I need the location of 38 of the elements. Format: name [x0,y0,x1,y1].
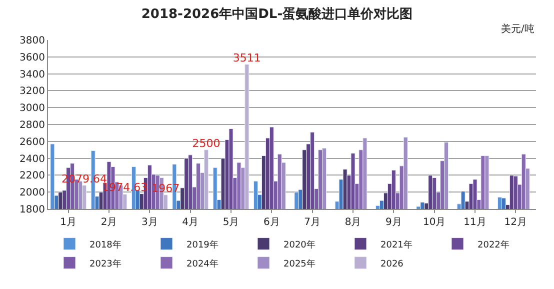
x-tick-label: 2月 [100,217,118,228]
legend-label: 2026 [380,259,404,270]
data-label: 1967 [152,182,180,195]
x-tick-label: 7月 [304,217,321,228]
y-tick-label: 3800 [20,36,45,46]
y-tick-label: 2600 [20,136,45,148]
x-tick-label: 10月 [422,217,446,228]
legend-label: 2021年 [380,239,412,250]
y-tick-label: 2000 [20,188,45,199]
y-tick-label: 1800 [20,204,45,216]
x-tick-label: 6月 [263,217,280,228]
y-tick-label: 2400 [20,154,45,165]
data-label: 1974.63 [102,181,148,194]
y-tick-label: 3200 [20,86,45,98]
y-axis-title: 美元/吨 [501,23,534,35]
legend-label: 2018年 [90,239,122,250]
x-tick-label: 5月 [222,217,240,228]
chart-title: 2018-2026年中国DL-蛋氨酸进口单价对比图 [141,6,413,22]
x-tick-label: 3月 [141,217,158,228]
legend-label: 2019年 [186,239,218,250]
data-label: 2500 [192,136,220,150]
x-tick-label: 4月 [182,217,199,228]
legend-label: 2025年 [284,258,316,270]
y-tick-label: 2200 [20,170,45,182]
y-tick-label: 3600 [20,52,45,64]
y-tick-label: 3000 [20,103,45,114]
legend-label: 2020年 [284,239,316,250]
x-tick-label: 1月 [60,217,77,228]
y-tick-label: 3400 [20,69,45,80]
legend-label: 2023年 [90,258,122,270]
legend-label: 2024年 [186,258,218,270]
x-tick-label: 8月 [344,217,362,228]
x-tick-label: 12月 [504,217,528,228]
data-label: 3511 [232,51,261,64]
y-tick-label: 2800 [20,120,45,131]
x-tick-label: 9月 [385,217,402,228]
x-tick-label: 11月 [464,217,486,228]
legend-label: 2022年 [478,239,510,250]
